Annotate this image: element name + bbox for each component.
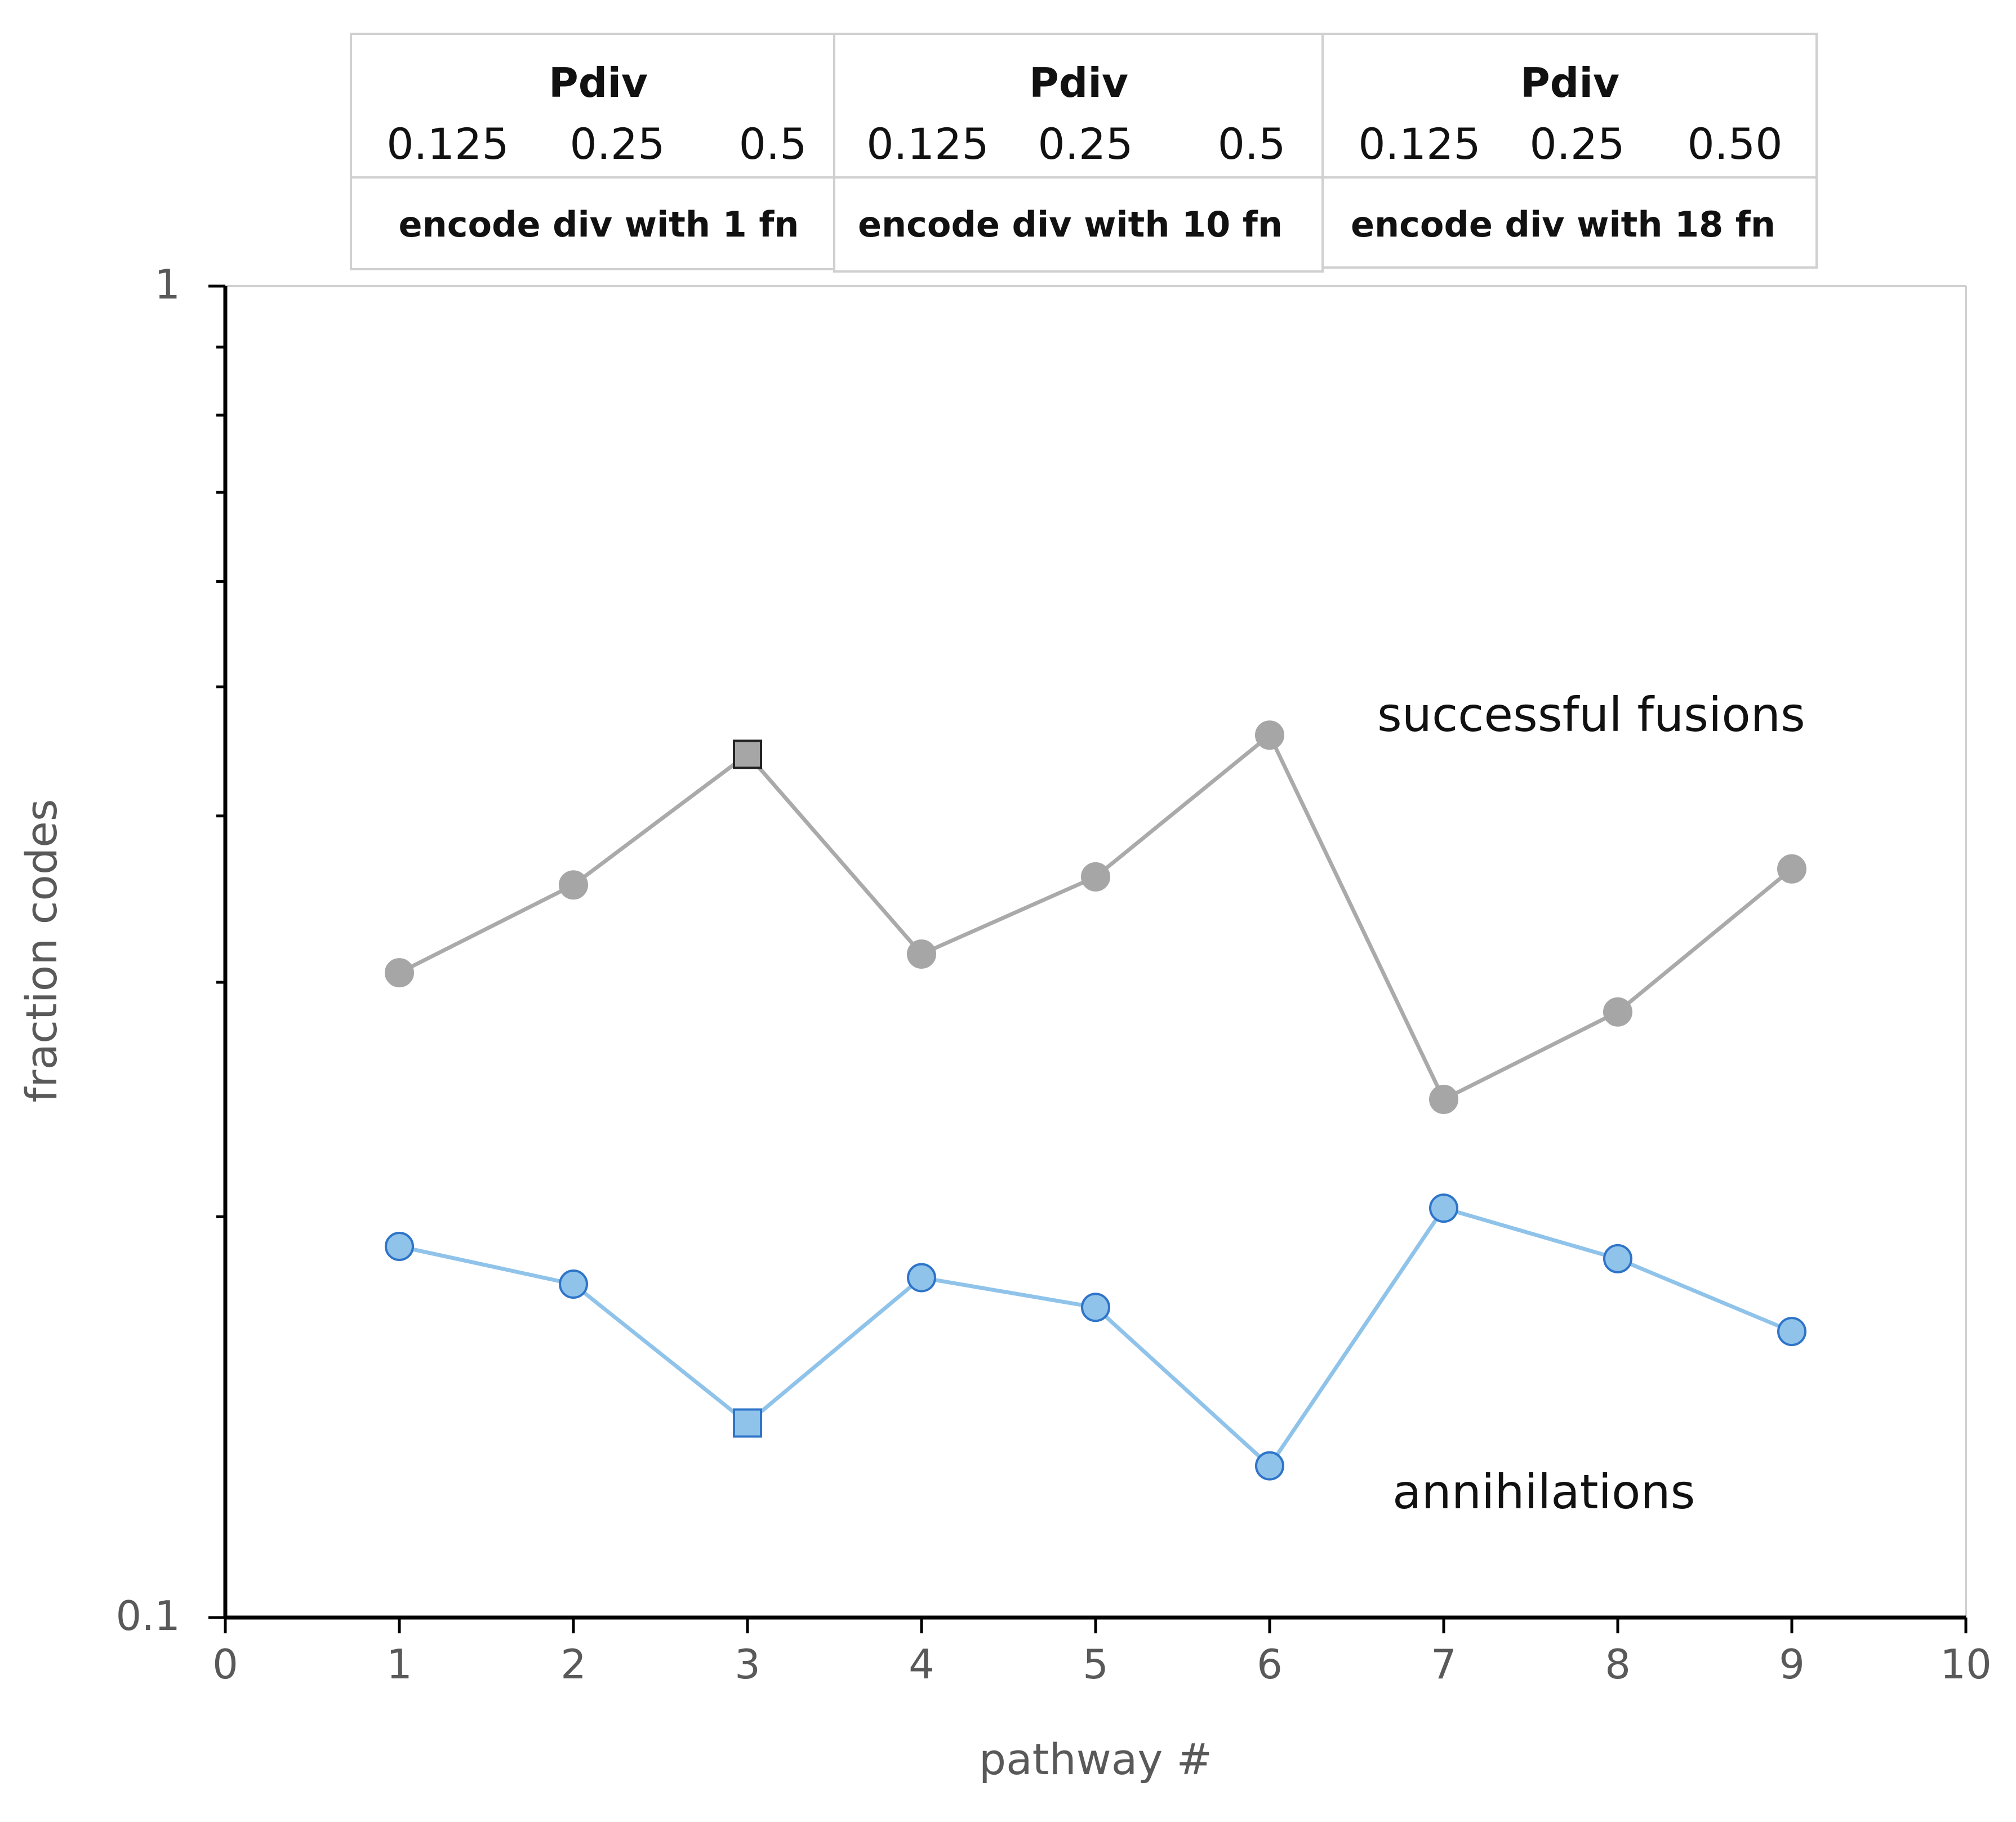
y-tick-label: 0.1 xyxy=(115,1592,180,1640)
x-tick-label: 10 xyxy=(1940,1641,1992,1688)
data-point-successful-fusions xyxy=(1603,997,1632,1027)
x-tick-label: 6 xyxy=(1257,1641,1283,1688)
plot-area xyxy=(225,285,1967,1618)
pdiv-value: 0.5 xyxy=(739,119,807,169)
x-tick-label: 7 xyxy=(1431,1641,1457,1688)
pdiv-value: 0.50 xyxy=(1687,119,1782,169)
encode-label: encode div with 18 fn xyxy=(1351,204,1775,245)
pdiv-header: Pdiv xyxy=(1029,59,1128,106)
series-line-annihilations xyxy=(399,1206,1793,1469)
data-point-successful-fusions xyxy=(559,870,588,900)
pdiv-header: Pdiv xyxy=(1520,59,1619,106)
data-point-successful-fusions xyxy=(1255,720,1284,750)
encode-label: encode div with 10 fn xyxy=(858,204,1283,245)
series-layer xyxy=(385,720,1806,1481)
pdiv-table-group-2: Pdiv 0.125 0.25 0.5 encode div with 10 f… xyxy=(833,33,1324,273)
data-point-annihilations xyxy=(1081,1293,1110,1322)
x-axis-title: pathway # xyxy=(979,1734,1212,1784)
data-point-annihilations xyxy=(385,1232,414,1262)
data-point-successful-fusions-square xyxy=(733,740,762,769)
data-point-annihilations xyxy=(559,1269,588,1299)
x-tick-label: 8 xyxy=(1605,1641,1631,1688)
x-tick-label: 4 xyxy=(909,1641,934,1688)
x-tick-label: 1 xyxy=(386,1641,412,1688)
x-tick-label: 5 xyxy=(1083,1641,1109,1688)
pdiv-table: Pdiv 0.125 0.25 0.5 encode div with 1 fn… xyxy=(350,33,1818,273)
pdiv-table-group-1: Pdiv 0.125 0.25 0.5 encode div with 1 fn xyxy=(350,33,835,270)
series-line-successful-fusions xyxy=(398,732,1794,1102)
data-point-successful-fusions xyxy=(385,958,414,988)
pdiv-value: 0.125 xyxy=(1358,119,1481,169)
x-tick-label: 2 xyxy=(560,1641,586,1688)
data-point-annihilations xyxy=(1255,1451,1284,1481)
pdiv-value: 0.125 xyxy=(386,119,509,169)
data-point-successful-fusions xyxy=(1429,1085,1458,1115)
data-point-annihilations xyxy=(907,1263,936,1293)
x-tick-label: 3 xyxy=(735,1641,760,1688)
data-point-annihilations xyxy=(1429,1193,1458,1223)
data-point-successful-fusions xyxy=(1081,862,1110,892)
pdiv-value: 0.125 xyxy=(866,119,989,169)
axes: 0 1 2 3 4 5 6 7 8 9 10 0.1 1 xyxy=(115,261,1991,1688)
data-point-successful-fusions xyxy=(1777,854,1806,884)
data-point-successful-fusions xyxy=(907,939,936,969)
x-tick-label: 9 xyxy=(1779,1641,1805,1688)
pdiv-value: 0.25 xyxy=(569,119,665,169)
data-point-annihilations xyxy=(1603,1244,1632,1273)
pdiv-table-group-3: Pdiv 0.125 0.25 0.50 encode div with 18 … xyxy=(1321,33,1818,269)
annotation-annihilations: annihilations xyxy=(1392,1464,1695,1520)
y-axis-title: fraction codes xyxy=(16,799,66,1103)
data-point-annihilations xyxy=(1777,1317,1806,1347)
annotation-successful-fusions: successful fusions xyxy=(1377,687,1805,742)
pdiv-value: 0.25 xyxy=(1038,119,1133,169)
data-point-annihilations-square xyxy=(733,1408,762,1438)
x-tick-label: 0 xyxy=(212,1641,238,1688)
encode-label: encode div with 1 fn xyxy=(399,204,799,245)
pdiv-header: Pdiv xyxy=(549,59,648,106)
pdiv-value: 0.25 xyxy=(1529,119,1625,169)
y-tick-label: 1 xyxy=(154,261,180,308)
pdiv-value: 0.5 xyxy=(1218,119,1286,169)
